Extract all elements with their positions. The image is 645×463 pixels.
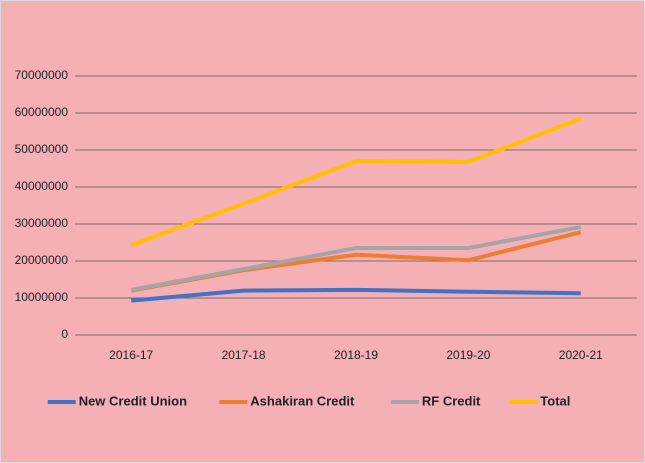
y-tick-label: 40000000	[15, 179, 69, 193]
x-tick-label: 2020-21	[559, 348, 603, 362]
legend-label: Ashakiran Credit	[250, 393, 355, 408]
y-tick-label: 30000000	[15, 216, 69, 230]
series-line	[130, 116, 582, 247]
y-tick-label: 20000000	[15, 253, 69, 267]
x-tick-label: 2017-18	[222, 348, 266, 362]
legend-label: Total	[540, 393, 570, 408]
y-tick-label: 60000000	[15, 105, 69, 119]
x-tick-label: 2016-17	[109, 348, 153, 362]
x-tick-label: 2018-19	[334, 348, 378, 362]
y-tick-label: 50000000	[15, 142, 69, 156]
x-tick-label: 2019-20	[446, 348, 490, 362]
legend-label: New Credit Union	[79, 393, 187, 408]
legend-label: RF Credit	[422, 393, 481, 408]
y-tick-label: 70000000	[15, 68, 69, 82]
y-tick-label: 0	[61, 327, 68, 341]
y-tick-label: 10000000	[15, 290, 69, 304]
series-line	[130, 224, 582, 292]
series-line	[131, 287, 581, 303]
